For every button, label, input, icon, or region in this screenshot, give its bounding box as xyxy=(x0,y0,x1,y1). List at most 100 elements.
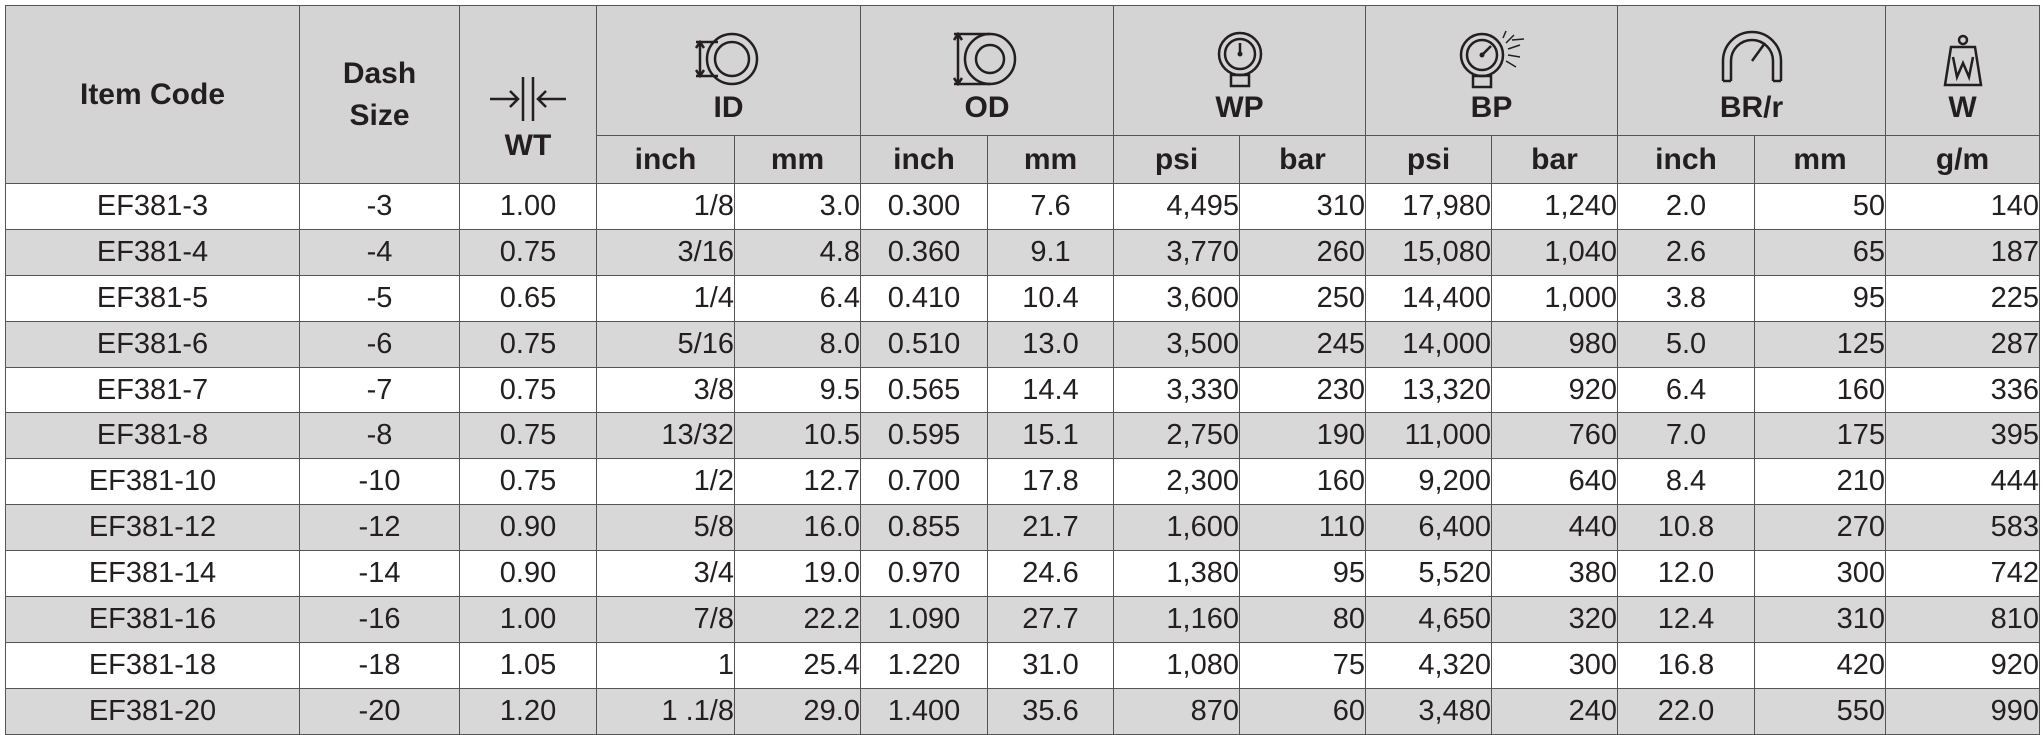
cell-wp-bar: 310 xyxy=(1239,183,1366,230)
cell-w-gm: 810 xyxy=(1885,596,2040,643)
cell-brr-inch: 5.0 xyxy=(1617,320,1755,368)
cell-od-inch: 0.855 xyxy=(860,504,988,552)
cell-wt: 0.75 xyxy=(459,228,597,276)
cell-wp-psi: 1,080 xyxy=(1113,641,1240,689)
cell-od-inch: 0.300 xyxy=(860,183,988,230)
header-wp: WP xyxy=(1113,5,1366,136)
cell-dash-size: -16 xyxy=(299,596,460,643)
table-header: Item Code Dash Size WT xyxy=(5,5,2040,184)
cell-wp-psi: 3,500 xyxy=(1113,320,1240,368)
table-row: EF381-20 -20 1.20 1 .1/8 29.0 1.400 35.6 870 60 3… xyxy=(5,687,2040,735)
cell-wp-psi: 4,495 xyxy=(1113,183,1240,230)
cell-w-gm: 444 xyxy=(1885,458,2040,506)
header-wt-label: WT xyxy=(504,129,552,162)
cell-brr-mm: 550 xyxy=(1754,687,1886,735)
table-row: EF381-12 -12 0.90 5/8 16.0 0.855 21.7 1,600 110 6… xyxy=(5,504,2040,552)
cell-id-inch: 3/16 xyxy=(596,228,735,276)
cell-bp-bar: 300 xyxy=(1491,641,1618,689)
cell-brr-inch: 8.4 xyxy=(1617,458,1755,506)
cell-od-mm: 21.7 xyxy=(987,504,1114,552)
cell-wt: 0.75 xyxy=(459,412,597,460)
table-row: EF381-6 -6 0.75 5/16 8.0 0.510 13.0 3,500 245 14,… xyxy=(5,320,2040,368)
inner-diameter-icon xyxy=(694,32,758,86)
cell-item-code: EF381-3 xyxy=(5,183,300,230)
cell-brr-mm: 420 xyxy=(1754,641,1886,689)
unit-wp-psi: psi xyxy=(1113,135,1240,184)
cell-id-inch: 13/32 xyxy=(596,412,735,460)
cell-brr-mm: 270 xyxy=(1754,504,1886,552)
cell-wt: 1.20 xyxy=(459,687,597,735)
cell-dash-size: -3 xyxy=(299,183,460,230)
cell-brr-inch: 10.8 xyxy=(1617,504,1755,552)
unit-wp-bar: bar xyxy=(1239,135,1366,184)
cell-id-mm: 6.4 xyxy=(734,274,861,322)
bend-radius-icon xyxy=(1721,30,1782,83)
cell-wp-bar: 190 xyxy=(1239,412,1366,460)
cell-item-code: EF381-12 xyxy=(5,504,300,552)
cell-id-inch: 1/8 xyxy=(596,183,735,230)
cell-id-inch: 1 .1/8 xyxy=(596,687,735,735)
cell-od-inch: 0.410 xyxy=(860,274,988,322)
cell-od-mm: 9.1 xyxy=(987,228,1114,276)
cell-od-mm: 35.6 xyxy=(987,687,1114,735)
cell-bp-psi: 15,080 xyxy=(1365,228,1492,276)
cell-item-code: EF381-14 xyxy=(5,550,300,598)
cell-w-gm: 287 xyxy=(1885,320,2040,368)
cell-od-mm: 17.8 xyxy=(987,458,1114,506)
cell-id-mm: 16.0 xyxy=(734,504,861,552)
header-dash-size: Dash Size xyxy=(299,5,460,184)
table-row: EF381-14 -14 0.90 3/4 19.0 0.970 24.6 1,380 95 5,… xyxy=(5,550,2040,598)
cell-bp-bar: 320 xyxy=(1491,596,1618,643)
cell-od-mm: 14.4 xyxy=(987,366,1114,414)
header-bp-label: BP xyxy=(1470,91,1513,124)
table-row: EF381-4 -4 0.75 3/16 4.8 0.360 9.1 3,770 260 15,0… xyxy=(5,228,2040,276)
cell-bp-psi: 6,400 xyxy=(1365,504,1492,552)
cell-dash-size: -6 xyxy=(299,320,460,368)
header-item-code-label: Item Code xyxy=(79,77,226,111)
cell-dash-size: -18 xyxy=(299,641,460,689)
cell-wp-bar: 160 xyxy=(1239,458,1366,506)
cell-wt: 1.05 xyxy=(459,641,597,689)
cell-wp-bar: 110 xyxy=(1239,504,1366,552)
unit-brr-mm: mm xyxy=(1754,135,1886,184)
cell-bp-psi: 4,320 xyxy=(1365,641,1492,689)
cell-brr-inch: 2.0 xyxy=(1617,183,1755,230)
cell-w-gm: 187 xyxy=(1885,228,2040,276)
table-row: EF381-18 -18 1.05 1 25.4 1.220 31.0 1,080 75 4,32… xyxy=(5,641,2040,689)
cell-wp-psi: 1,600 xyxy=(1113,504,1240,552)
cell-od-mm: 15.1 xyxy=(987,412,1114,460)
cell-bp-bar: 640 xyxy=(1491,458,1618,506)
cell-brr-mm: 210 xyxy=(1754,458,1886,506)
cell-id-mm: 22.2 xyxy=(734,596,861,643)
cell-od-inch: 0.565 xyxy=(860,366,988,414)
cell-bp-bar: 1,000 xyxy=(1491,274,1618,322)
cell-wt: 1.00 xyxy=(459,596,597,643)
table-row: EF381-3 -3 1.00 1/8 3.0 0.300 7.6 4,495 310 17,98… xyxy=(5,183,2040,230)
unit-bp-bar: bar xyxy=(1491,135,1618,184)
cell-w-gm: 742 xyxy=(1885,550,2040,598)
cell-id-mm: 29.0 xyxy=(734,687,861,735)
cell-id-mm: 9.5 xyxy=(734,366,861,414)
cell-wp-psi: 2,300 xyxy=(1113,458,1240,506)
header-dash-size-label: Dash Size xyxy=(342,56,417,132)
cell-od-mm: 24.6 xyxy=(987,550,1114,598)
table-row: EF381-10 -10 0.75 1/2 12.7 0.700 17.8 2,300 160 9… xyxy=(5,458,2040,506)
cell-id-mm: 19.0 xyxy=(734,550,861,598)
cell-brr-mm: 95 xyxy=(1754,274,1886,322)
cell-wp-bar: 260 xyxy=(1239,228,1366,276)
cell-item-code: EF381-10 xyxy=(5,458,300,506)
cell-w-gm: 583 xyxy=(1885,504,2040,552)
cell-w-gm: 395 xyxy=(1885,412,2040,460)
cell-bp-bar: 1,240 xyxy=(1491,183,1618,230)
cell-wt: 0.90 xyxy=(459,504,597,552)
unit-od-mm: mm xyxy=(987,135,1114,184)
cell-wt: 1.00 xyxy=(459,183,597,230)
cell-od-inch: 0.360 xyxy=(860,228,988,276)
table-body: EF381-3 -3 1.00 1/8 3.0 0.300 7.6 4,495 310 17,98… xyxy=(5,183,2040,735)
unit-id-inch: inch xyxy=(596,135,735,184)
cell-wp-bar: 95 xyxy=(1239,550,1366,598)
cell-bp-bar: 920 xyxy=(1491,366,1618,414)
cell-wp-bar: 60 xyxy=(1239,687,1366,735)
cell-dash-size: -12 xyxy=(299,504,460,552)
cell-brr-inch: 16.8 xyxy=(1617,641,1755,689)
